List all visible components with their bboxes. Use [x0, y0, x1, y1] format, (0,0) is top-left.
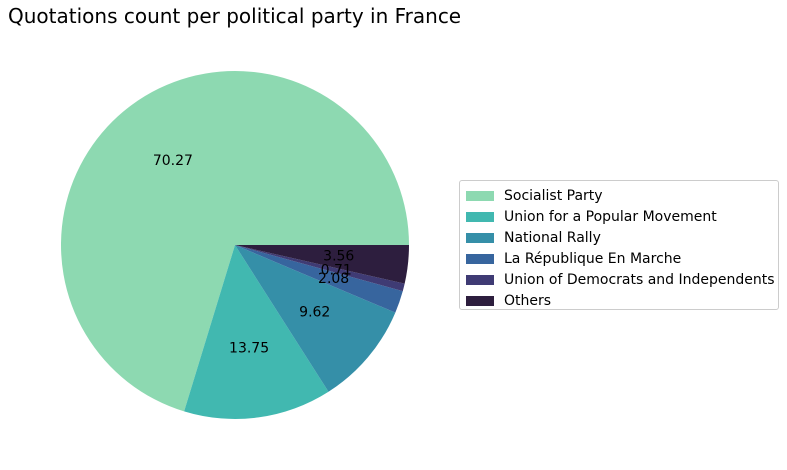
legend-item: National Rally: [466, 227, 778, 248]
legend-label: Union of Democrats and Independents: [504, 271, 775, 288]
pie-slice-2: [184, 245, 329, 419]
pie-slice-label-6: 3.56: [323, 249, 354, 265]
chart-title: Quotations count per political party in …: [8, 4, 462, 28]
legend-item: Others: [466, 290, 778, 311]
pie-slice-label-5: 0.71: [321, 262, 352, 278]
legend-swatch: [466, 295, 494, 306]
pie-slice-6: [235, 245, 409, 284]
pie-slice-1: [61, 70, 410, 412]
legend-swatch: [466, 232, 494, 243]
legend-label: Others: [504, 292, 552, 309]
legend-swatch: [466, 190, 494, 201]
legend-label: National Rally: [504, 229, 601, 246]
legend-item: Union of Democrats and Independents: [466, 269, 778, 290]
legend-swatch: [466, 211, 494, 222]
pie-slice-label-2: 13.75: [229, 340, 269, 356]
pie-slice-labels: 70.27 13.75 9.62 2.080.713.56: [153, 153, 355, 356]
legend-swatch: [466, 253, 494, 264]
pie-slice-label-3: 9.62: [299, 304, 330, 320]
legend-label: Socialist Party: [504, 187, 603, 204]
legend: Socialist Party Union for a Popular Movem…: [459, 180, 779, 310]
pie-slice-5: [235, 245, 405, 292]
pie-slices: [61, 70, 410, 419]
pie-slice-3: [235, 245, 396, 392]
pie-slice-label-1: 70.27: [153, 153, 193, 169]
legend-item: La République En Marche: [466, 248, 778, 269]
legend-swatch: [466, 274, 494, 285]
pie-slice-4: [235, 245, 403, 313]
legend-label: La République En Marche: [504, 250, 682, 267]
legend-item: Union for a Popular Movement: [466, 206, 778, 227]
legend-label: Union for a Popular Movement: [504, 208, 717, 225]
pie-slice-label-4: 2.08: [318, 271, 349, 287]
legend-item: Socialist Party: [466, 185, 778, 206]
